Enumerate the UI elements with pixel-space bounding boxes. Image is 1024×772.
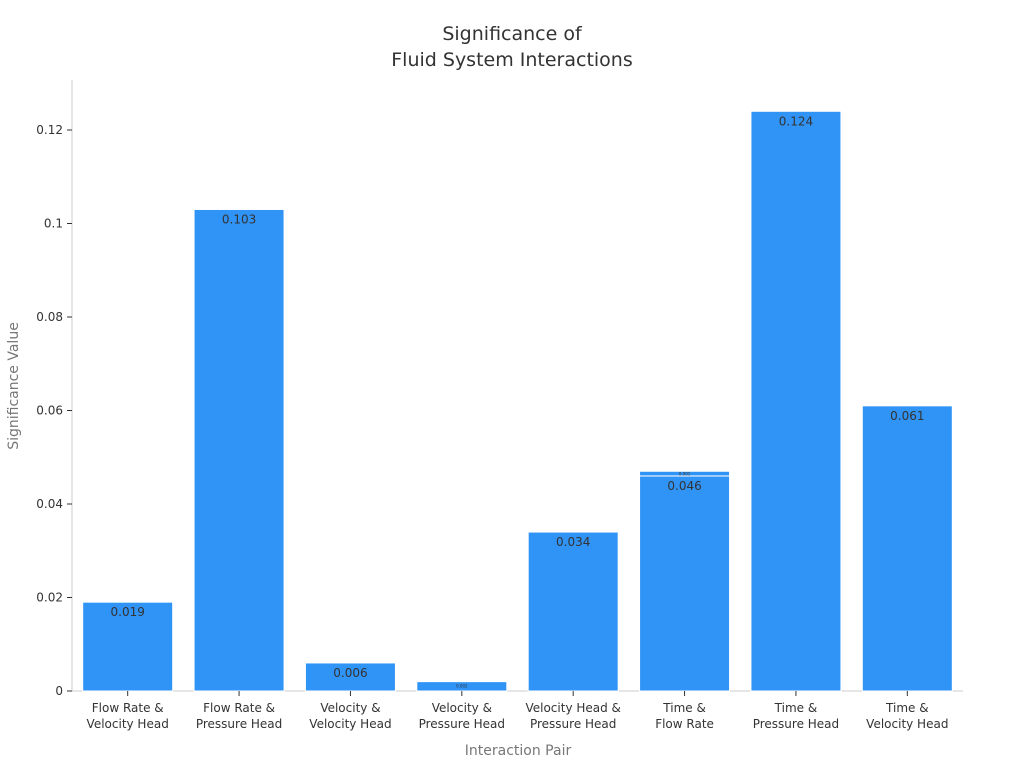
y-tick-label: 0.08 bbox=[36, 310, 63, 324]
bar-data-label: 0.046 bbox=[667, 479, 701, 493]
x-tick-label: Velocity Head bbox=[87, 717, 169, 731]
bar-stacked-data-label: 0.001 bbox=[679, 471, 691, 476]
bar-stacked-segment bbox=[639, 470, 731, 477]
bar bbox=[82, 601, 174, 692]
x-tick-label: Pressure Head bbox=[196, 717, 282, 731]
x-axis-label: Interaction Pair bbox=[465, 743, 572, 759]
bar bbox=[193, 208, 285, 692]
x-tick-label: Pressure Head bbox=[753, 717, 839, 731]
bar-data-label: 0.103 bbox=[222, 212, 256, 226]
y-tick-label: 0.04 bbox=[36, 497, 63, 511]
x-tick-label: Velocity & bbox=[432, 701, 492, 715]
bar-data-label: 0.006 bbox=[333, 666, 367, 680]
x-tick-label: Time & bbox=[662, 701, 706, 715]
x-tick-label: Pressure Head bbox=[419, 717, 505, 731]
x-tick-label: Flow Rate & bbox=[92, 701, 164, 715]
chart-title-line1: Significance of bbox=[442, 23, 583, 45]
x-tick-label: Velocity Head bbox=[866, 717, 948, 731]
x-tick-label: Velocity Head & bbox=[525, 701, 620, 715]
bar bbox=[639, 475, 731, 692]
y-tick-label: 0 bbox=[55, 684, 63, 698]
chart-title-line2: Fluid System Interactions bbox=[391, 49, 633, 71]
bar-data-label: 0.019 bbox=[111, 605, 145, 619]
x-tick-label: Velocity & bbox=[320, 701, 380, 715]
y-tick-label: 0.12 bbox=[36, 123, 63, 137]
bar bbox=[750, 110, 842, 692]
y-tick-label: 0.06 bbox=[36, 404, 63, 418]
bar bbox=[304, 662, 396, 692]
y-axis-label: Significance Value bbox=[6, 322, 22, 450]
x-tick-label: Time & bbox=[885, 701, 929, 715]
bar-data-label: 0.061 bbox=[890, 409, 924, 423]
y-tick-label: 0.1 bbox=[44, 217, 63, 231]
x-tick-label: Velocity Head bbox=[309, 717, 391, 731]
bar-data-label: 0.002 bbox=[456, 684, 468, 689]
x-tick-label: Pressure Head bbox=[530, 717, 616, 731]
bar bbox=[527, 531, 619, 692]
bar bbox=[861, 405, 953, 692]
bar-data-label: 0.124 bbox=[779, 114, 813, 128]
x-tick-label: Time & bbox=[774, 701, 818, 715]
x-tick-label: Flow Rate bbox=[655, 717, 714, 731]
x-tick-label: Flow Rate & bbox=[203, 701, 275, 715]
y-tick-label: 0.02 bbox=[36, 591, 63, 605]
bar-data-label: 0.034 bbox=[556, 535, 590, 549]
